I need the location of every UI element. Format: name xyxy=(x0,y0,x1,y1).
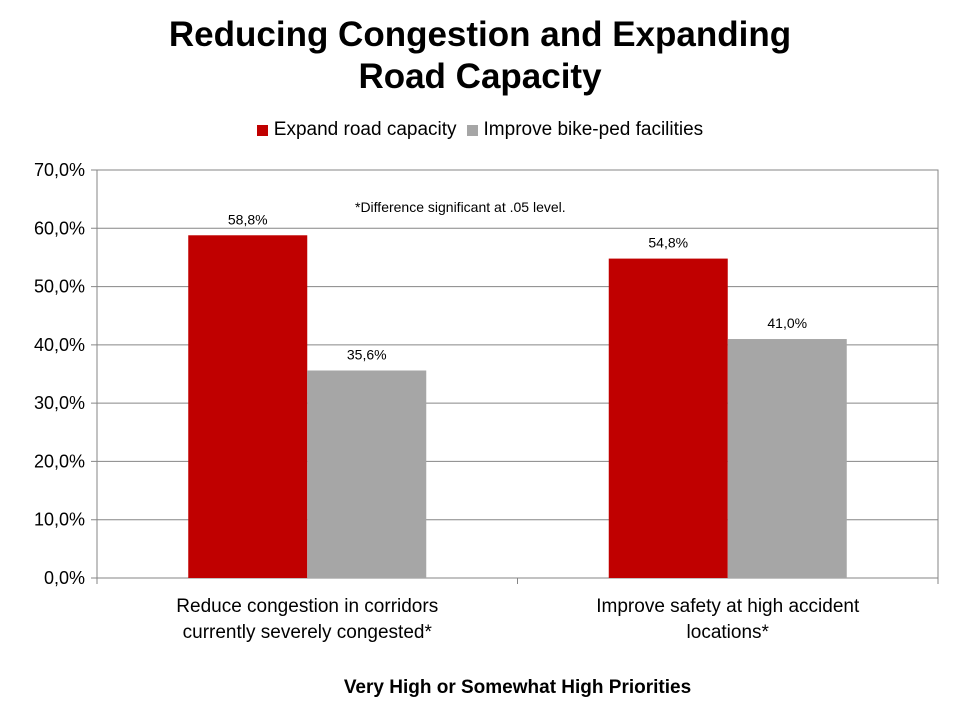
bar xyxy=(727,339,847,578)
y-tick-label: 20,0% xyxy=(34,451,85,471)
legend-item-improve-bike-ped: Improve bike-ped facilities xyxy=(466,119,704,141)
x-axis-title: Very High or Somewhat High Priorities xyxy=(343,677,692,698)
data-label: 35,6% xyxy=(347,347,387,363)
y-tick-label: 70,0% xyxy=(34,160,85,180)
legend: Expand road capacity Improve bike-ped fa… xyxy=(0,119,960,141)
y-tick-label: 40,0% xyxy=(34,335,85,355)
y-tick-label: 10,0% xyxy=(34,510,85,530)
y-tick-label: 60,0% xyxy=(34,218,85,238)
data-label: 58,8% xyxy=(228,211,268,227)
legend-swatch-gray xyxy=(466,124,478,136)
chart-title: Reducing Congestion and Expanding Road C… xyxy=(0,14,960,98)
legend-label: Improve bike-ped facilities xyxy=(483,119,704,140)
x-category-label: currently severely congested* xyxy=(183,622,433,643)
x-category-label: Improve safety at high accident xyxy=(596,596,860,617)
legend-item-expand-road-capacity: Expand road capacity xyxy=(256,119,457,141)
x-category-label: Reduce congestion in corridors xyxy=(176,596,438,617)
bar xyxy=(307,370,427,578)
bar xyxy=(608,258,728,578)
x-category-label: locations* xyxy=(687,622,770,643)
data-label: 54,8% xyxy=(648,235,688,251)
data-label: 41,0% xyxy=(767,315,807,331)
bar xyxy=(188,235,308,578)
y-tick-label: 30,0% xyxy=(34,393,85,413)
y-tick-label: 50,0% xyxy=(34,277,85,297)
legend-label: Expand road capacity xyxy=(273,119,457,140)
y-tick-label: 0,0% xyxy=(44,568,85,588)
chart-title-line-2: Road Capacity xyxy=(358,57,602,96)
chart-title-line-1: Reducing Congestion and Expanding xyxy=(168,15,792,54)
legend-swatch-red xyxy=(256,124,268,136)
significance-note: *Difference significant at .05 level. xyxy=(355,199,566,215)
